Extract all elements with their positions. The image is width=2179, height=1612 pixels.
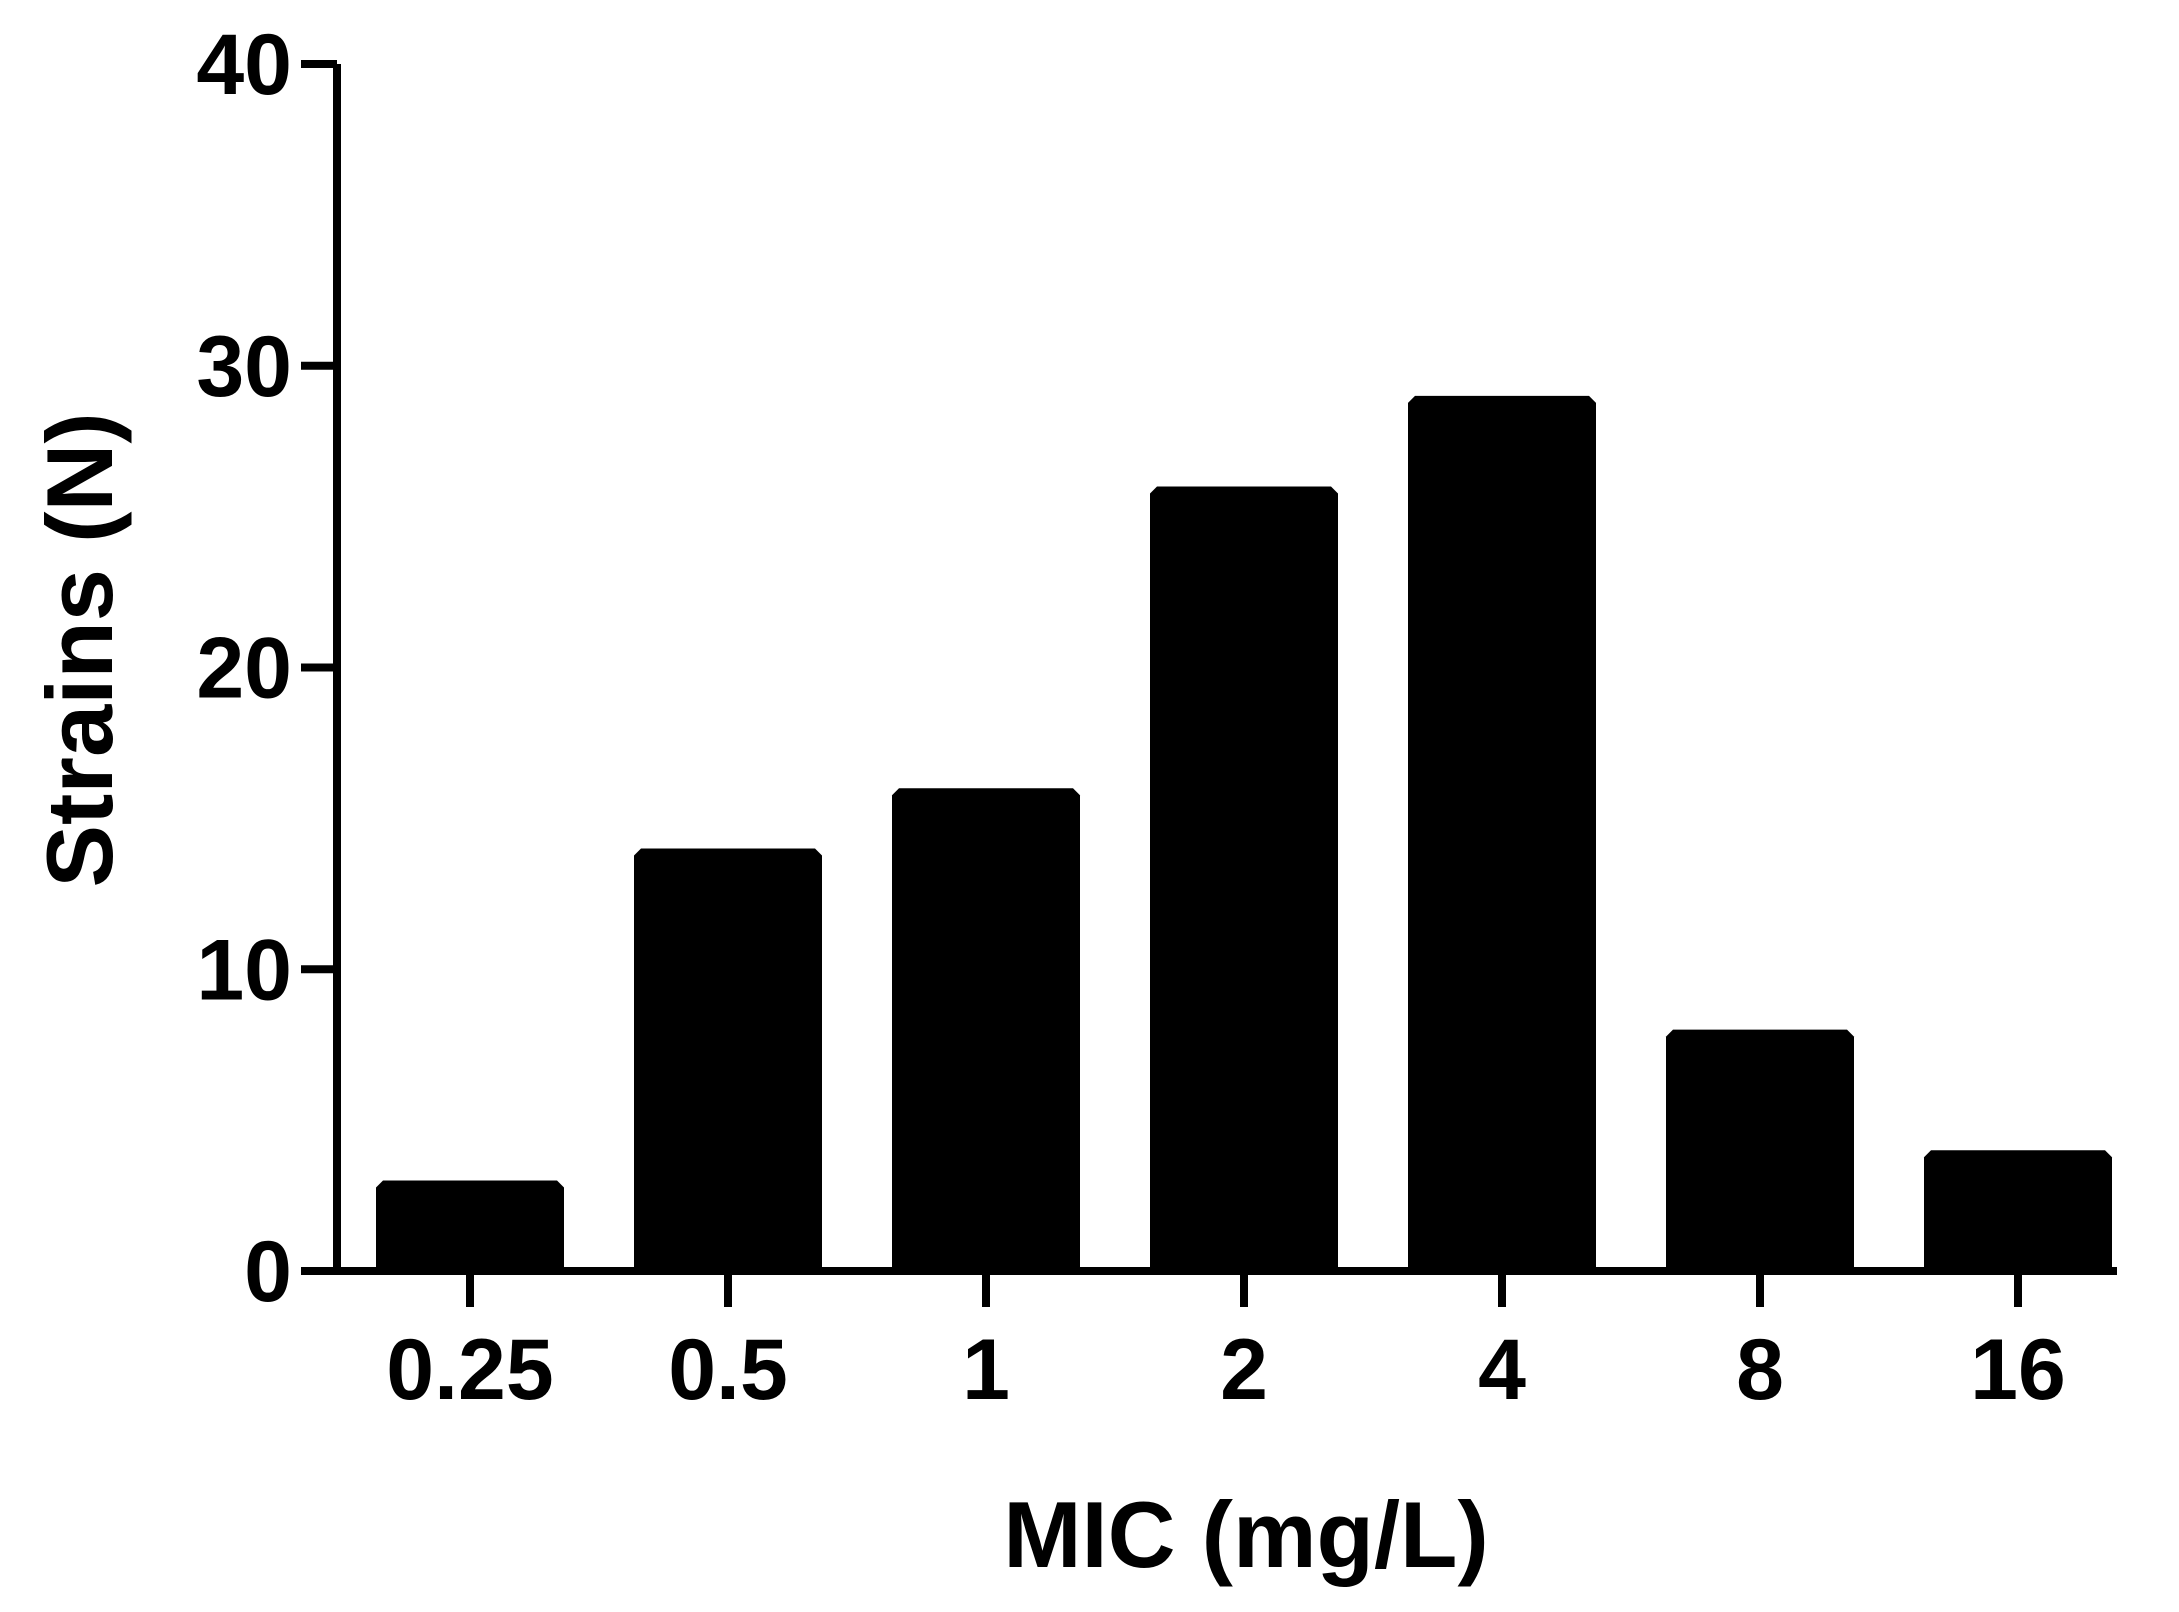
- bar-8: [1666, 1029, 1854, 1271]
- bar-4: [1408, 395, 1596, 1271]
- bars-group: [376, 395, 2112, 1271]
- bar-1: [892, 788, 1080, 1271]
- y-axis-title: Strains (N): [27, 412, 132, 887]
- bar-0.25: [376, 1180, 564, 1271]
- bar-16: [1924, 1150, 2112, 1271]
- x-axis-title: MIC (mg/L): [1003, 1482, 1489, 1587]
- y-tick-label-10: 10: [196, 922, 292, 1018]
- x-tick-label-2: 2: [1220, 1322, 1268, 1418]
- y-tick-label-0: 0: [244, 1224, 292, 1320]
- bar-0.5: [634, 848, 822, 1271]
- y-tick-label-40: 40: [196, 17, 292, 113]
- x-tick-label-0.5: 0.5: [668, 1322, 788, 1418]
- x-axis: 0.25 0.5 1 2 4 8 16: [333, 1267, 2117, 1418]
- y-tick-label-30: 30: [196, 319, 292, 415]
- x-tick-label-16: 16: [1970, 1322, 2066, 1418]
- x-tick-label-8: 8: [1736, 1322, 1784, 1418]
- x-tick-label-4: 4: [1478, 1322, 1526, 1418]
- y-axis: 0 10 20 30 40: [196, 17, 341, 1320]
- bar-2: [1150, 486, 1338, 1271]
- x-tick-label-1: 1: [962, 1322, 1010, 1418]
- x-tick-label-0.25: 0.25: [386, 1322, 553, 1418]
- y-tick-label-20: 20: [196, 621, 292, 717]
